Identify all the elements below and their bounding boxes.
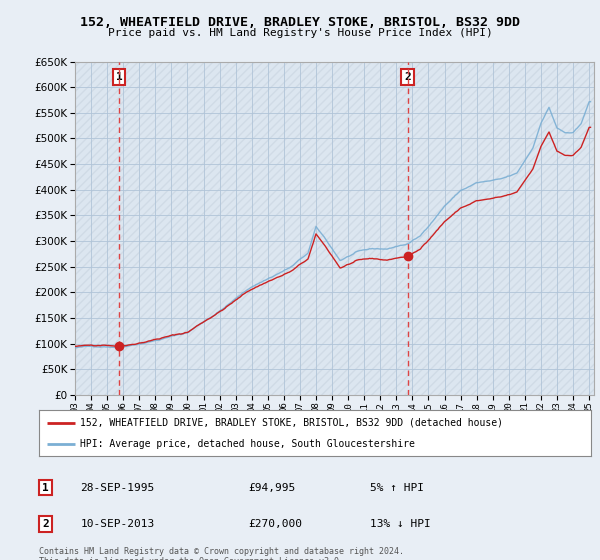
Text: 1: 1 (42, 483, 49, 493)
Text: 28-SEP-1995: 28-SEP-1995 (80, 483, 155, 493)
Text: 10-SEP-2013: 10-SEP-2013 (80, 519, 155, 529)
Text: £270,000: £270,000 (249, 519, 303, 529)
Text: HPI: Average price, detached house, South Gloucestershire: HPI: Average price, detached house, Sout… (80, 439, 415, 449)
Text: 2: 2 (404, 72, 411, 82)
Text: 5% ↑ HPI: 5% ↑ HPI (370, 483, 424, 493)
Text: Contains HM Land Registry data © Crown copyright and database right 2024.
This d: Contains HM Land Registry data © Crown c… (39, 547, 404, 560)
Text: Price paid vs. HM Land Registry's House Price Index (HPI): Price paid vs. HM Land Registry's House … (107, 28, 493, 38)
Text: 2: 2 (42, 519, 49, 529)
Text: 152, WHEATFIELD DRIVE, BRADLEY STOKE, BRISTOL, BS32 9DD (detached house): 152, WHEATFIELD DRIVE, BRADLEY STOKE, BR… (80, 418, 503, 428)
Text: £94,995: £94,995 (249, 483, 296, 493)
Text: 152, WHEATFIELD DRIVE, BRADLEY STOKE, BRISTOL, BS32 9DD: 152, WHEATFIELD DRIVE, BRADLEY STOKE, BR… (80, 16, 520, 29)
Text: 1: 1 (116, 72, 122, 82)
Text: 13% ↓ HPI: 13% ↓ HPI (370, 519, 431, 529)
